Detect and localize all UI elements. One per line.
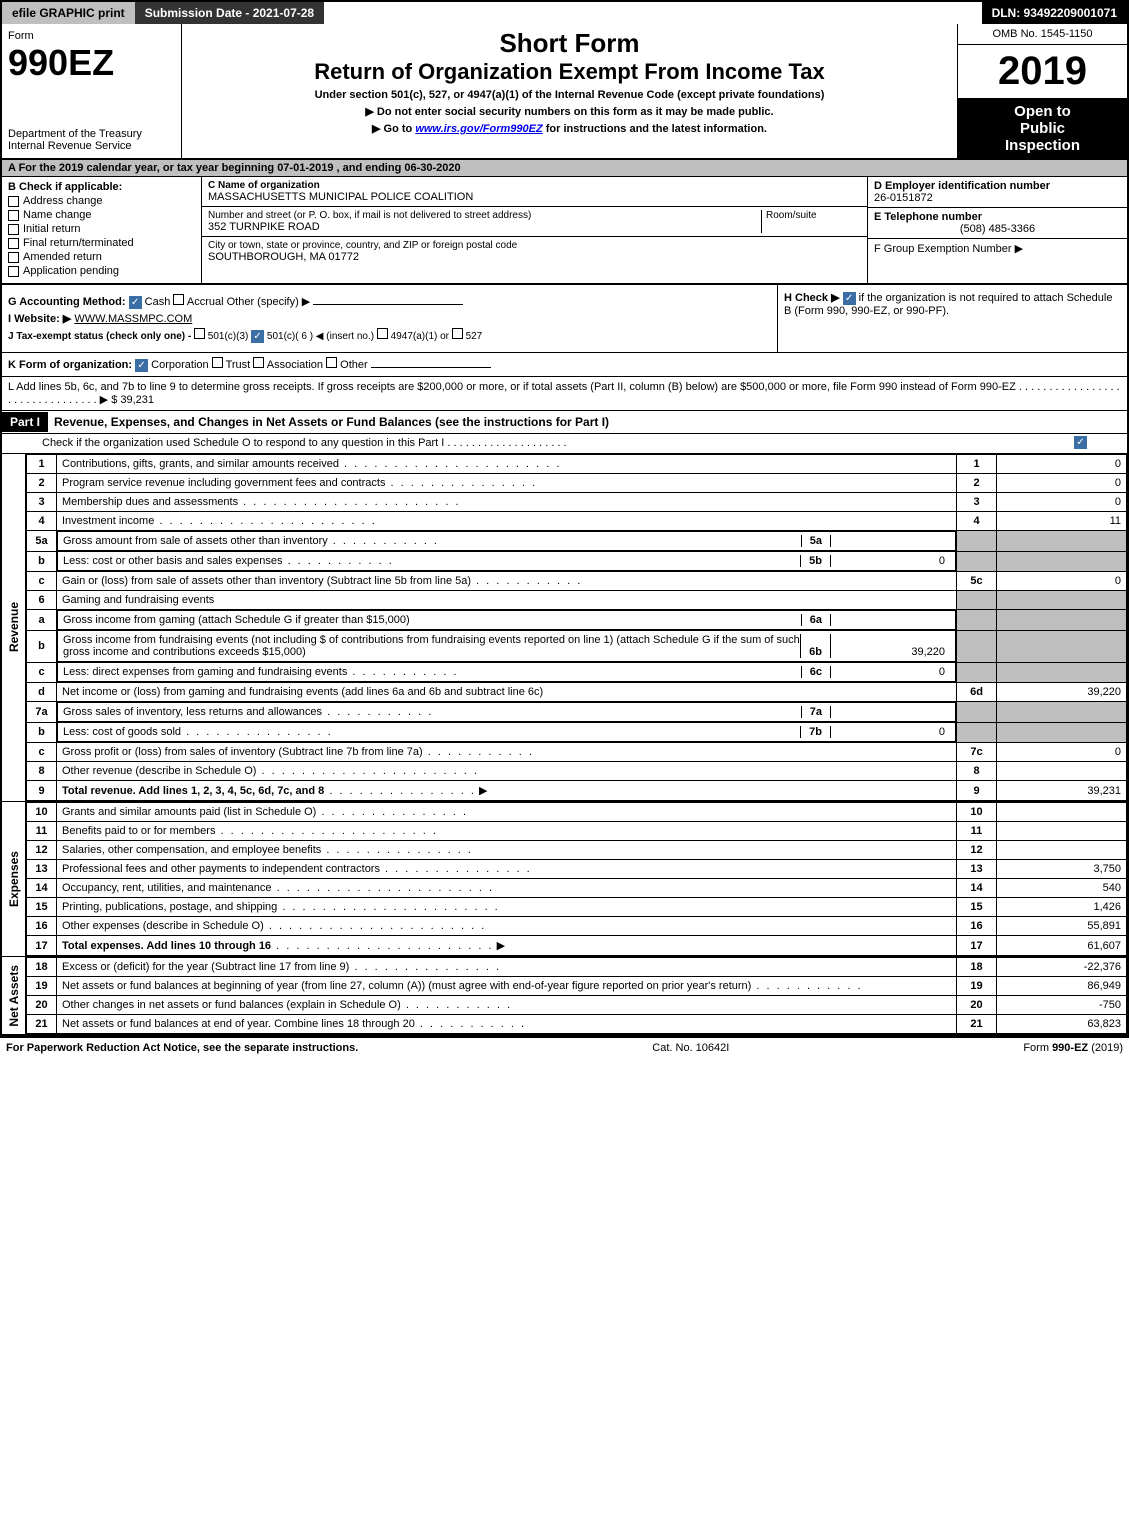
org-address: 352 TURNPIKE ROAD [208,221,761,233]
website-value[interactable]: WWW.MASSMPC.COM [74,313,192,325]
part1-title: Revenue, Expenses, and Changes in Net As… [48,411,1127,433]
checkbox-final-return[interactable] [8,238,19,249]
checkbox-cash[interactable]: ✓ [129,296,142,309]
footer-right: Form 990-EZ (2019) [1023,1042,1123,1054]
org-city: SOUTHBOROUGH, MA 01772 [208,251,861,263]
submission-tab: Submission Date - 2021-07-28 [135,2,324,24]
tax-year-period: A For the 2019 calendar year, or tax yea… [2,160,1127,177]
footer-left: For Paperwork Reduction Act Notice, see … [6,1042,358,1054]
efile-tab[interactable]: efile GRAPHIC print [2,2,135,24]
dln-label: DLN: 93492209001071 [982,2,1127,24]
subtitle-3: ▶ Go to www.irs.gov/Form990EZ for instru… [190,122,949,135]
checkbox-association[interactable] [253,357,264,368]
checkbox-527[interactable] [452,328,463,339]
checkbox-h[interactable]: ✓ [843,292,856,305]
expenses-table: 10Grants and similar amounts paid (list … [26,802,1127,956]
checkbox-initial-return[interactable] [8,224,19,235]
cb-label: Name change [23,209,92,221]
room-suite-label: Room/suite [761,210,861,233]
top-bar: efile GRAPHIC print Submission Date - 20… [2,2,1127,24]
expenses-side-label: Expenses [2,802,26,956]
checkbox-501c[interactable]: ✓ [251,330,264,343]
section-b-label: B Check if applicable: [8,181,195,193]
l-value: $ 39,231 [111,394,154,406]
cb-label: Address change [23,195,103,207]
checkbox-4947[interactable] [377,328,388,339]
ein-value: 26-0151872 [874,192,1121,204]
checkbox-application-pending[interactable] [8,266,19,277]
checkbox-name-change[interactable] [8,210,19,221]
short-form-title: Short Form [190,28,949,59]
part1-badge: Part I [2,412,48,432]
checkbox-501c3[interactable] [194,328,205,339]
l-row: L Add lines 5b, 6c, and 7b to line 9 to … [2,377,1127,411]
checkbox-trust[interactable] [212,357,223,368]
checkbox-address-change[interactable] [8,196,19,207]
d-ein-label: D Employer identification number [874,180,1121,192]
form-header: Form 990EZ Department of the Treasury In… [2,24,1127,160]
return-title: Return of Organization Exempt From Incom… [190,59,949,85]
tax-year: 2019 [958,45,1127,99]
phone-value: (508) 485-3366 [874,223,1121,235]
revenue-side-label: Revenue [2,454,26,801]
f-group-label: F Group Exemption Number ▶ [874,242,1121,255]
checkbox-accrual[interactable] [173,294,184,305]
irs-link[interactable]: www.irs.gov/Form990EZ [415,123,542,135]
c-city-label: City or town, state or province, country… [208,240,861,251]
k-row: K Form of organization: ✓ Corporation Tr… [2,353,1127,377]
e-phone-label: E Telephone number [874,211,1121,223]
form-word: Form [8,30,175,42]
cb-label: Amended return [23,251,102,263]
checkbox-schedule-o[interactable]: ✓ [1074,436,1087,449]
checkbox-amended-return[interactable] [8,252,19,263]
form-number: 990EZ [8,42,175,84]
cb-label: Application pending [23,265,119,277]
netassets-table: 18Excess or (deficit) for the year (Subt… [26,957,1127,1034]
open-inspection: Open to Public Inspection [958,99,1127,158]
subtitle-2: ▶ Do not enter social security numbers o… [190,105,949,118]
c-name-label: C Name of organization [208,180,861,191]
checkbox-other[interactable] [326,357,337,368]
footer-center: Cat. No. 10642I [652,1042,729,1054]
j-tax-exempt-label: J Tax-exempt status (check only one) - [8,331,194,342]
c-addr-label: Number and street (or P. O. box, if mail… [208,210,761,221]
department-label: Department of the Treasury Internal Reve… [8,128,175,152]
g-label: G Accounting Method: [8,296,126,308]
h-label: H Check ▶ [784,292,840,304]
revenue-table: 1Contributions, gifts, grants, and simil… [26,454,1127,801]
part1-subtitle: Check if the organization used Schedule … [2,434,1127,454]
org-name: MASSACHUSETTS MUNICIPAL POLICE COALITION [208,191,861,203]
checkbox-corporation[interactable]: ✓ [135,359,148,372]
part1-header-row: Part I Revenue, Expenses, and Changes in… [2,411,1127,434]
cb-label: Initial return [23,223,80,235]
i-website-label: I Website: ▶ [8,313,71,325]
ghi-block: G Accounting Method: ✓ Cash Accrual Othe… [2,285,1127,353]
entity-block: B Check if applicable: Address change Na… [2,177,1127,285]
cb-label: Final return/terminated [23,237,134,249]
subtitle-1: Under section 501(c), 527, or 4947(a)(1)… [190,89,949,101]
page-footer: For Paperwork Reduction Act Notice, see … [0,1038,1129,1058]
omb-number: OMB No. 1545-1150 [958,24,1127,45]
netassets-side-label: Net Assets [2,957,26,1034]
